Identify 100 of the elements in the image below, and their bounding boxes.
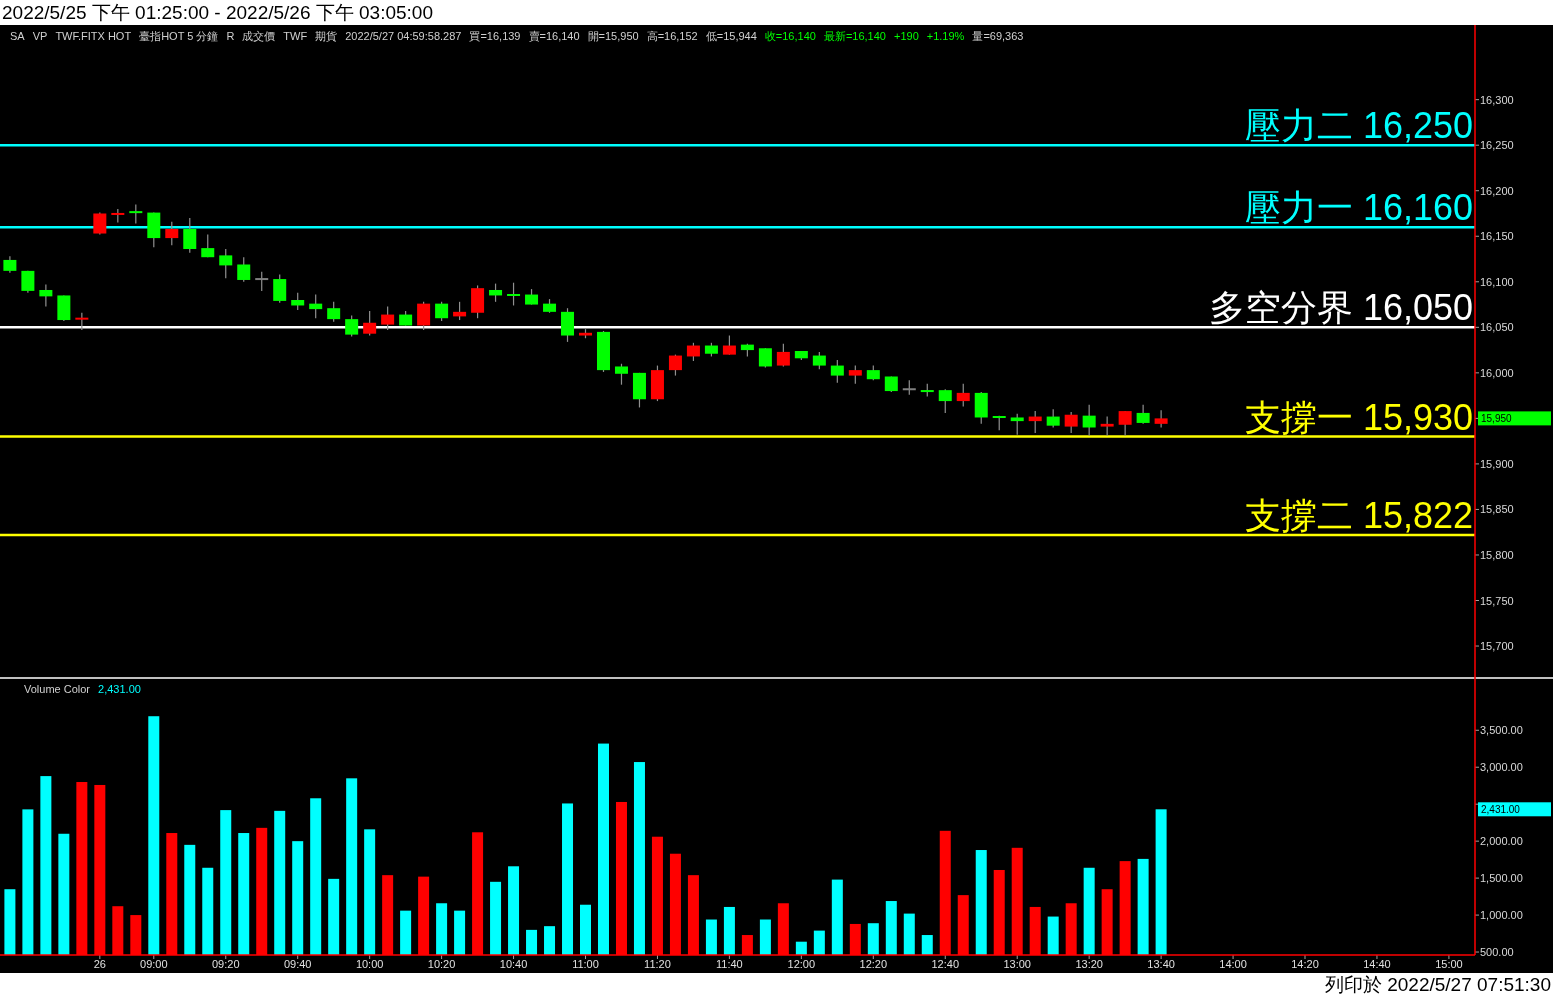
annotation: 賣=16,140 xyxy=(528,30,580,42)
x-tick-label: 14:20 xyxy=(1291,958,1319,970)
ref-line-label: 壓力一 16,160 xyxy=(1244,187,1473,229)
annotation: Volume Color xyxy=(24,683,91,695)
candlestick xyxy=(758,347,772,368)
candlestick xyxy=(1118,410,1132,437)
y-tick-label: 16,300 xyxy=(1480,93,1514,106)
x-tick-label: 09:20 xyxy=(211,958,240,970)
x-tick-label: 10:00 xyxy=(355,958,384,970)
y-tick-label: 16,000 xyxy=(1480,366,1514,379)
annotation: 2,431.00 xyxy=(98,683,141,695)
x-tick-label: 11:00 xyxy=(572,958,599,970)
candlestick xyxy=(219,248,233,279)
candlestick xyxy=(255,271,269,292)
candlestick xyxy=(1082,404,1096,437)
x-tick-label: 11:20 xyxy=(644,958,671,970)
candlestick xyxy=(561,307,575,343)
annotation: 最新=16,140 xyxy=(823,30,886,42)
x-tick-label: 13:40 xyxy=(1147,958,1175,970)
x-tick-label: 12:20 xyxy=(859,958,888,970)
y-tick-label: 16,250 xyxy=(1480,139,1514,152)
y-tick-label: 2,000.00 xyxy=(1480,835,1523,848)
candlestick xyxy=(1154,409,1168,429)
candlestick xyxy=(363,310,377,337)
candlestick xyxy=(327,301,341,323)
y-tick-label: 1,000.00 xyxy=(1480,909,1523,922)
x-tick-label: 12:40 xyxy=(931,958,960,970)
x-tick-label: 14:00 xyxy=(1219,958,1247,970)
x-tick-label: 12:00 xyxy=(787,958,816,970)
annotation: 期貨 xyxy=(315,30,338,42)
annotation: 量=69,363 xyxy=(972,30,1024,42)
candlestick xyxy=(1064,411,1078,434)
y-tick-label: 16,050 xyxy=(1480,321,1514,334)
candlestick xyxy=(956,383,970,408)
y-tick-label: 1,500.00 xyxy=(1480,872,1523,885)
annotation: 高=16,152 xyxy=(646,30,698,42)
text: 2,431.00 xyxy=(1481,804,1521,816)
y-tick-label: 3,000.00 xyxy=(1480,761,1523,774)
ref-line-label: 壓力二 16,250 xyxy=(1244,105,1473,147)
annotation: 低=15,944 xyxy=(705,30,757,42)
candlestick xyxy=(1046,408,1060,429)
ref-line-label: 支撐一 15,930 xyxy=(1244,396,1473,438)
x-tick-label: 13:20 xyxy=(1075,958,1103,970)
chart-title: 2022/5/25 下午 01:25:00 - 2022/5/26 下午 03:05:00 xyxy=(2,2,433,23)
candlestick xyxy=(1100,415,1114,437)
text: 列印於 2022/5/27 07:51:30 xyxy=(1324,974,1551,995)
ref-line-label: 支撐二 15,822 xyxy=(1244,494,1473,536)
candlestick xyxy=(273,273,287,304)
x-tick-label: 10:20 xyxy=(427,958,456,970)
annotation: +190 xyxy=(893,30,919,42)
y-tick-label: 15,750 xyxy=(1480,594,1514,607)
candlestick xyxy=(237,256,251,283)
candlestick xyxy=(507,282,521,307)
candlestick xyxy=(489,283,503,303)
candlestick xyxy=(614,363,628,386)
annotation: TWF.FITX HOT xyxy=(55,30,132,42)
annotation: +1.19% xyxy=(926,30,965,42)
annotation: 臺指HOT 5 分鐘 xyxy=(139,30,219,42)
y-tick-label: 15,900 xyxy=(1480,457,1514,470)
candlestick xyxy=(39,283,53,307)
candlestick xyxy=(830,359,844,384)
candlestick xyxy=(129,203,143,225)
x-tick-label: 10:40 xyxy=(499,958,528,970)
candlestick xyxy=(668,354,682,377)
y-tick-label: 16,200 xyxy=(1480,184,1514,197)
x-tick-label: 14:40 xyxy=(1363,958,1391,970)
y-tick-label: 16,100 xyxy=(1480,275,1514,288)
x-tick-label: 26 xyxy=(93,958,106,970)
y-tick-label: 500.00 xyxy=(1480,946,1514,959)
candlestick xyxy=(165,221,179,246)
annotation: R xyxy=(226,30,235,42)
candlestick xyxy=(1136,404,1150,425)
x-tick-label: 11:40 xyxy=(716,958,743,970)
candlestick xyxy=(417,301,431,331)
candlestick xyxy=(435,301,449,322)
y-tick-label: 16,150 xyxy=(1480,230,1514,243)
text: 15,950 xyxy=(1481,413,1513,425)
y-tick-label: 15,850 xyxy=(1480,503,1514,516)
candlestick xyxy=(848,364,862,385)
candlestick xyxy=(309,293,323,319)
candlestick xyxy=(686,342,700,362)
annotation: SA xyxy=(10,30,26,42)
annotation: 開=15,950 xyxy=(587,30,639,42)
candlestick xyxy=(381,305,395,331)
annotation: 2022/5/27 04:59:58.287 xyxy=(345,30,462,42)
x-tick-label: 09:40 xyxy=(283,958,312,970)
y-tick-label: 15,800 xyxy=(1480,548,1514,561)
annotation: TWF xyxy=(283,30,308,42)
x-tick-label: 15:00 xyxy=(1435,958,1463,970)
ref-line-label: 多空分界 16,050 xyxy=(1208,287,1473,329)
annotation: 收=16,140 xyxy=(764,30,816,42)
candlestick xyxy=(938,388,952,414)
annotation: 成交價 xyxy=(242,30,276,42)
y-tick-label: 3,500.00 xyxy=(1480,724,1523,737)
x-tick-label: 09:00 xyxy=(140,958,168,970)
candlestick xyxy=(1010,413,1024,436)
annotation: VP xyxy=(32,30,48,42)
candlestick xyxy=(722,334,736,356)
x-tick-label: 13:00 xyxy=(1003,958,1031,970)
candlestick xyxy=(345,314,359,338)
